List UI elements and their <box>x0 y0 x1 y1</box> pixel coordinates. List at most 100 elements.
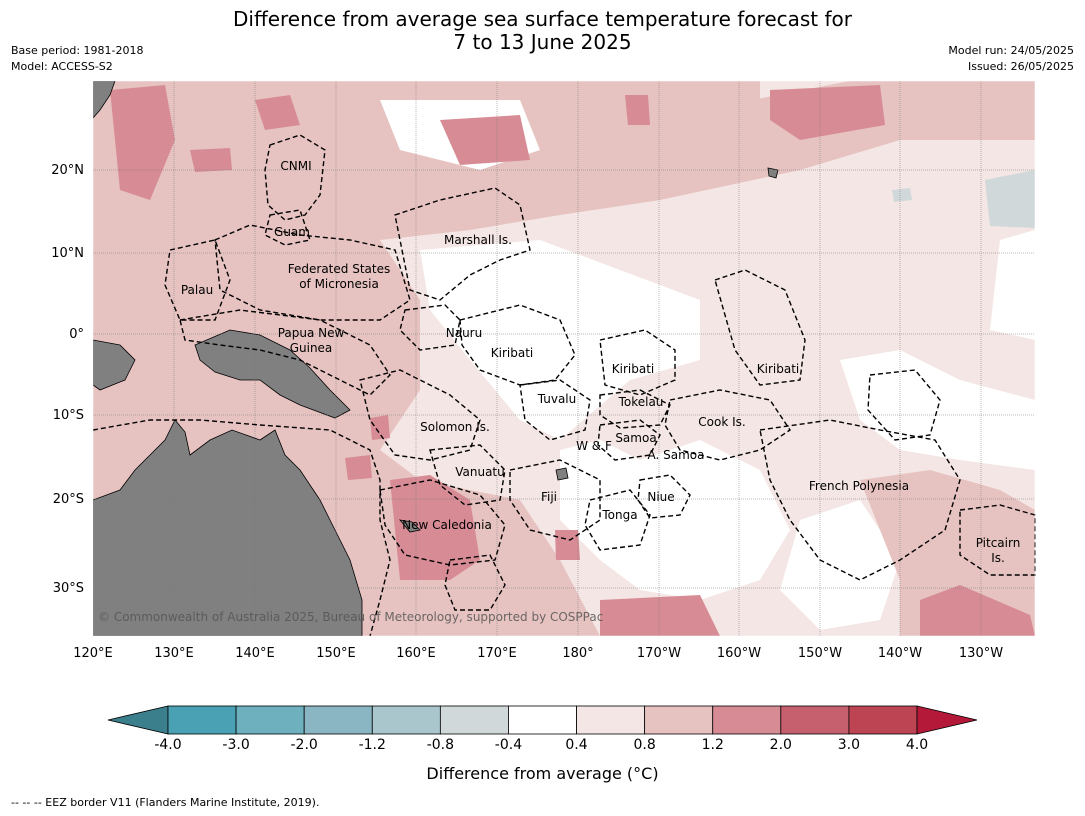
anomaly-region-19 <box>600 595 720 636</box>
eez-tuvalu <box>519 379 591 441</box>
anomaly-region-5 <box>560 440 790 600</box>
colorbar-tick: 0.8 <box>633 737 656 753</box>
label-tokelau: Tokelau <box>618 395 664 409</box>
label-tuvalu: Tuvalu <box>537 392 577 406</box>
colorbar-segment <box>712 705 782 735</box>
anomaly-region-16 <box>390 475 480 580</box>
title-line-2: 7 to 13 June 2025 <box>453 30 632 54</box>
anomaly-region-14 <box>770 85 885 140</box>
eez-marquesas <box>867 369 941 441</box>
label-niue: Niue <box>647 490 674 504</box>
anomaly-region-6 <box>840 350 1035 470</box>
colorbar-segment <box>235 705 305 735</box>
eez-norfolk <box>444 554 506 611</box>
label-pitcairn-line1: Pitcairn <box>976 536 1021 550</box>
colorbar-segment <box>439 705 509 735</box>
lat-tick-label: 10°N <box>51 246 84 261</box>
label-cnmi: CNMI <box>280 159 311 173</box>
lon-tick-label: 140°W <box>878 646 922 661</box>
anomaly-region-22 <box>985 170 1035 228</box>
colorbar-tick: -0.8 <box>426 737 455 753</box>
eez-png <box>179 309 391 396</box>
land-hawaii <box>767 167 779 179</box>
anomaly-region-12 <box>255 95 300 130</box>
lon-tick-label: 150°E <box>316 646 356 661</box>
colorbar-extend-high <box>916 705 978 735</box>
land-fiji <box>555 467 569 481</box>
region-labels: CNMI Guam Marshall Is. Federated States … <box>181 159 1020 565</box>
lat-tick-label: 0° <box>69 327 84 342</box>
anomaly-region-23 <box>892 188 912 202</box>
colorbar-tick: -1.2 <box>358 737 386 753</box>
meta-left: Base period: 1981-2018 Model: ACCESS-S2 <box>11 43 143 75</box>
anomaly-region-13 <box>440 115 530 165</box>
colorbar-segment <box>644 705 714 735</box>
lat-tick-label: 20°S <box>53 492 84 507</box>
anomaly-region-2 <box>560 81 760 150</box>
eez-cnmi <box>264 134 326 221</box>
lon-tick-label: 130°E <box>154 646 194 661</box>
label-tonga: Tonga <box>601 508 637 522</box>
label-kiribati-c: Kiribati <box>612 362 654 376</box>
colorbar-tick: -2.0 <box>290 737 318 753</box>
anomaly-region-10 <box>110 85 175 200</box>
anomaly-region-9 <box>860 470 1035 636</box>
label-guam: Guam <box>274 225 310 239</box>
eez-kiribati-c <box>599 329 676 396</box>
colorbar-tick: 3.0 <box>837 737 861 753</box>
colorbar-segment <box>848 705 918 735</box>
anomaly-region-7 <box>780 500 900 630</box>
eez-fsm <box>214 224 411 321</box>
lon-tick-label: 160°E <box>396 646 436 661</box>
label-nauru: Nauru <box>446 326 482 340</box>
latitude-labels: 20°N 10°N 0° 10°S 20°S 30°S <box>51 163 84 596</box>
lon-tick-label: 130°W <box>959 646 1003 661</box>
eez-australia <box>92 419 391 637</box>
copyright-notice: © Commonwealth of Australia 2025, Bureau… <box>98 610 603 624</box>
colorbar-tick: 1.2 <box>701 737 724 753</box>
colorbar-tick: 4.0 <box>905 737 929 753</box>
lon-tick-label: 120°E <box>73 646 113 661</box>
colorbar-segment <box>508 705 577 735</box>
label-vanuatu: Vanuatu <box>455 465 505 479</box>
label-solomon: Solomon Is. <box>420 420 490 434</box>
anomaly-region-21 <box>370 415 390 440</box>
colorbar-segment <box>371 705 441 735</box>
base-period: Base period: 1981-2018 <box>11 44 144 57</box>
colorbar-extend-low <box>107 705 169 735</box>
eez-solomon <box>359 369 481 461</box>
label-fsm-line2: of Micronesia <box>299 277 379 291</box>
model-name: Model: ACCESS-S2 <box>11 60 113 73</box>
eez-nauru <box>399 304 461 351</box>
land-borneo-indonesia <box>93 339 136 391</box>
anomaly-region-18 <box>555 530 580 560</box>
eez-french-polynesia <box>759 419 961 581</box>
label-asamoa: A. Samoa <box>648 448 705 462</box>
lon-tick-label: 180° <box>562 646 593 661</box>
lon-tick-label: 150°W <box>798 646 842 661</box>
lat-tick-label: 30°S <box>53 581 84 596</box>
colorbar-tick: 0.4 <box>565 737 588 753</box>
colorbar-tick: -4.0 <box>154 737 182 753</box>
eez-cook <box>664 389 791 461</box>
colorbar-tick: -0.4 <box>494 737 523 753</box>
eez-tonga <box>584 489 651 551</box>
anomaly-region-8 <box>990 230 1035 340</box>
label-marshall: Marshall Is. <box>444 233 512 247</box>
lon-tick-label: 170°W <box>637 646 681 661</box>
eez-marshall <box>394 187 531 301</box>
colorbar-segment <box>576 705 646 735</box>
map-area <box>93 81 1035 636</box>
anomaly-region-11 <box>190 148 232 172</box>
land-australia <box>93 419 363 636</box>
label-fsm-line1: Federated States <box>288 262 390 276</box>
label-samoa: Samoa <box>615 431 656 445</box>
lon-tick-label: 160°W <box>717 646 761 661</box>
label-cook: Cook Is. <box>698 415 745 429</box>
anomaly-region-17 <box>345 455 372 480</box>
lon-tick-label: 140°E <box>235 646 275 661</box>
lat-tick-label: 10°S <box>53 408 84 423</box>
label-pitcairn-line2: Is. <box>991 551 1005 565</box>
anomaly-region-15 <box>625 95 650 125</box>
